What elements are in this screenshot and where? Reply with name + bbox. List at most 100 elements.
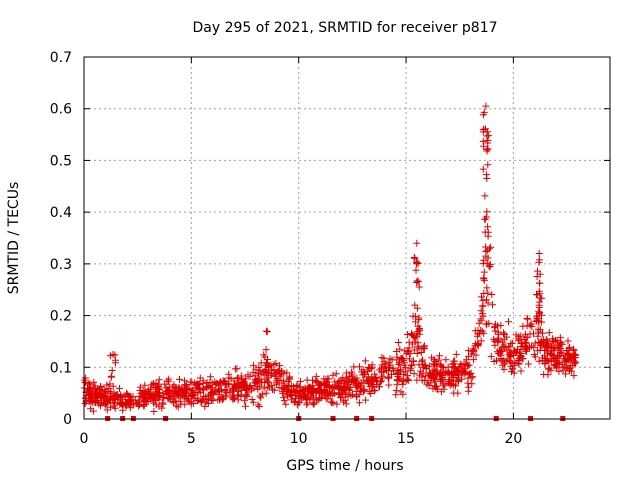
data-point <box>415 325 423 333</box>
data-point <box>263 327 270 335</box>
data-point <box>480 268 488 276</box>
data-point <box>535 298 543 306</box>
data-point <box>143 396 151 404</box>
data-point <box>111 351 119 359</box>
data-point <box>101 392 109 400</box>
data-point <box>116 399 124 407</box>
data-point <box>303 376 311 384</box>
data-point <box>260 384 268 392</box>
data-point <box>282 400 290 408</box>
data-point <box>329 371 337 379</box>
data-point <box>520 336 528 343</box>
data-point <box>234 374 242 382</box>
data-point <box>393 376 401 384</box>
y-tick-label: 0.5 <box>50 153 72 169</box>
data-point <box>523 314 531 322</box>
data-point <box>161 380 169 388</box>
data-point <box>206 383 214 391</box>
data-point <box>524 360 532 368</box>
data-point <box>107 373 115 381</box>
data-point <box>561 363 569 371</box>
data-point <box>471 327 479 335</box>
data-point <box>109 350 117 358</box>
data-point <box>328 398 336 406</box>
data-point <box>517 367 525 375</box>
data-point <box>349 391 356 399</box>
data-point <box>88 394 96 401</box>
data-point <box>536 270 544 278</box>
data-point <box>255 403 263 410</box>
data-point <box>433 372 441 380</box>
data-point <box>491 324 499 332</box>
data-point <box>150 408 158 415</box>
data-point <box>285 374 293 382</box>
data-point <box>155 402 163 410</box>
data-point <box>322 375 330 383</box>
data-point <box>252 366 260 374</box>
y-axis-label: SRMTID / TECUs <box>6 182 22 295</box>
data-point <box>273 369 281 376</box>
data-point <box>229 385 236 393</box>
data-point <box>464 361 472 369</box>
data-point <box>91 382 99 390</box>
data-point <box>170 381 178 389</box>
data-point <box>306 395 314 403</box>
data-point <box>297 394 305 402</box>
data-point <box>217 381 225 389</box>
data-point <box>135 396 143 404</box>
data-point <box>477 317 485 325</box>
data-point <box>480 290 488 297</box>
data-point <box>344 393 352 401</box>
data-point <box>410 358 417 366</box>
data-point <box>233 365 241 373</box>
data-point <box>432 383 440 391</box>
data-point <box>263 359 270 367</box>
data-point <box>564 337 572 345</box>
data-point <box>350 363 358 371</box>
data-point <box>262 346 270 354</box>
data-point <box>566 362 574 369</box>
data-point <box>332 370 340 378</box>
data-point <box>464 379 472 387</box>
data-point <box>242 375 250 383</box>
x-tick-labels: 0 5 10 15 20 <box>80 431 523 447</box>
data-point <box>339 374 347 382</box>
y-tick-label: 0 <box>63 412 72 428</box>
data-point <box>414 339 422 347</box>
data-point <box>377 364 385 372</box>
data-point <box>571 360 579 368</box>
data-point <box>487 352 495 360</box>
data-point <box>151 394 159 402</box>
data-point <box>433 360 441 368</box>
data-point <box>404 375 412 383</box>
data-point <box>435 356 443 364</box>
data-point <box>87 397 95 405</box>
data-point <box>164 386 172 394</box>
data-point <box>534 314 542 322</box>
data-point <box>369 383 377 390</box>
data-point <box>411 254 419 262</box>
x-tick-label: 15 <box>397 431 415 447</box>
data-point <box>296 377 304 385</box>
data-point <box>511 347 519 355</box>
data-point <box>415 314 423 322</box>
data-point <box>484 145 492 153</box>
data-point <box>481 192 489 200</box>
data-point <box>571 351 579 359</box>
data-point <box>482 320 490 328</box>
data-point <box>489 301 496 309</box>
data-point <box>394 369 402 377</box>
data-point <box>547 350 554 358</box>
data-point <box>483 296 490 304</box>
data-point <box>208 379 216 387</box>
data-point <box>545 329 553 337</box>
data-point <box>488 291 496 298</box>
data-point <box>413 329 421 337</box>
data-point <box>408 330 415 338</box>
data-point <box>437 388 445 396</box>
data-point <box>479 137 487 145</box>
data-point <box>565 345 573 353</box>
data-point <box>244 371 252 379</box>
data-point <box>165 377 172 385</box>
data-point <box>309 382 317 390</box>
